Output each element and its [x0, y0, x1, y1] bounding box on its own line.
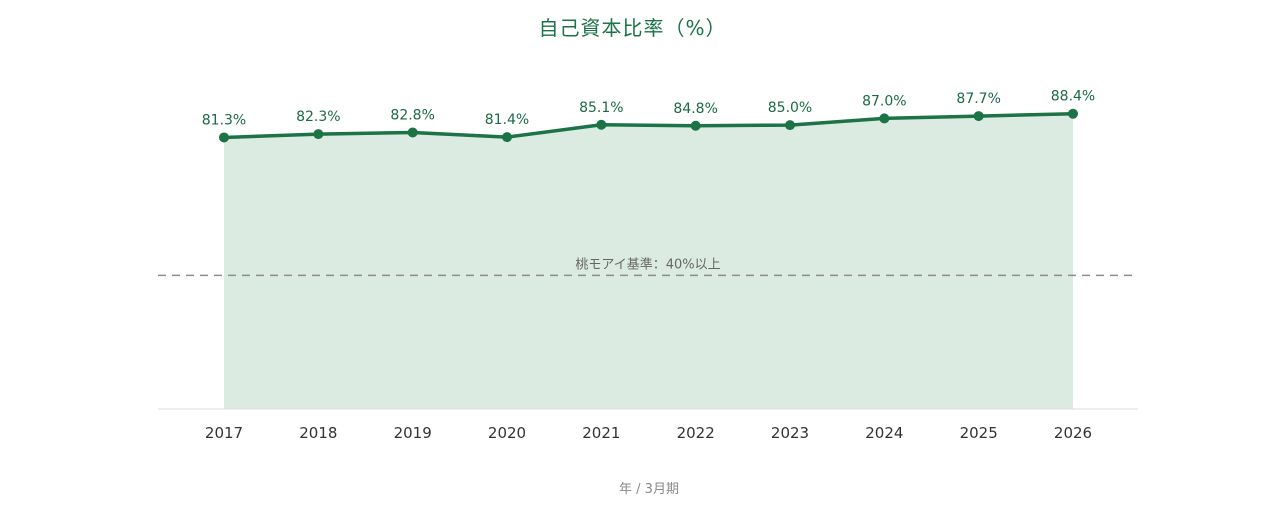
data-label-2018: 82.3%	[296, 109, 340, 125]
x-tick-2025: 2025	[960, 424, 998, 442]
x-tick-2026: 2026	[1054, 424, 1092, 442]
series-line	[223, 111, 1074, 140]
data-point-2020	[502, 132, 512, 143]
x-tick-2022: 2022	[677, 424, 715, 442]
x-tick-2017: 2017	[205, 424, 243, 442]
data-label-2022: 84.8%	[673, 101, 717, 117]
data-labels: 81.3% 82.3% 82.8% 81.4% 85.1% 84.8% 85.0% 87.0%…	[202, 89, 1095, 129]
x-tick-labels: 2017 2018 2019 2020 2021 2022 2023 2024 2025 2026	[205, 424, 1092, 442]
data-label-2017: 81.3%	[202, 112, 246, 128]
area-fill	[224, 113, 1073, 409]
data-point-2019	[407, 127, 418, 138]
data-point-2025	[973, 111, 984, 122]
data-point-2024	[879, 113, 890, 124]
data-label-2020: 81.4%	[485, 112, 529, 128]
data-label-2019: 82.8%	[390, 107, 434, 123]
data-point-2021	[596, 119, 607, 130]
x-tick-2021: 2021	[582, 424, 620, 442]
data-point-2026	[1068, 108, 1078, 119]
x-axis-label: 年 / 3月期	[619, 482, 679, 497]
x-tick-2024: 2024	[865, 424, 903, 442]
data-points	[219, 108, 1078, 143]
data-point-2023	[785, 120, 795, 131]
x-tick-2018: 2018	[299, 424, 337, 442]
x-tick-2020: 2020	[488, 424, 526, 442]
data-label-2021: 85.1%	[579, 100, 623, 116]
reference-line-label: 桃モアイ基準：40%以上	[575, 256, 720, 272]
data-label-2026: 88.4%	[1051, 89, 1095, 105]
data-label-2024: 87.0%	[862, 93, 906, 109]
data-label-2025: 87.7%	[956, 91, 1000, 107]
data-point-2017	[219, 132, 229, 143]
chart-title: 自己資本比率（%）	[538, 16, 727, 40]
data-label-2023: 85.0%	[768, 100, 812, 116]
data-point-2018	[313, 129, 324, 140]
x-tick-2019: 2019	[394, 424, 432, 442]
x-tick-2023: 2023	[771, 424, 809, 442]
data-point-2022	[690, 120, 701, 131]
